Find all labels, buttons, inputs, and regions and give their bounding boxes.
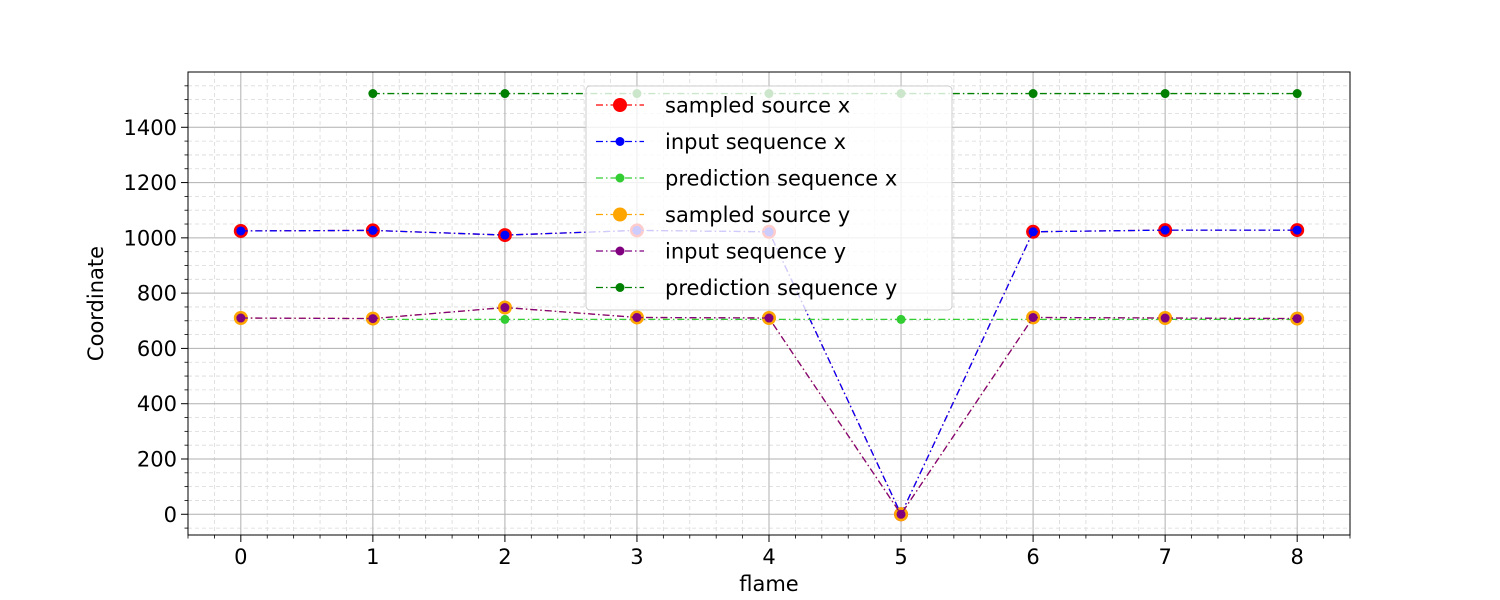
legend-item: sampled source x: [596, 94, 850, 118]
data-point: [500, 89, 510, 99]
data-point: [236, 226, 246, 236]
data-point: [1160, 89, 1170, 99]
legend-label: input sequence y: [665, 240, 846, 264]
data-point: [236, 313, 246, 323]
y-axis-label: Coordinate: [84, 246, 108, 361]
data-point: [500, 303, 510, 313]
y-tick-label: 400: [137, 392, 177, 416]
legend-marker: [615, 246, 625, 256]
data-point: [896, 509, 906, 519]
y-tick-label: 600: [137, 337, 177, 361]
x-tick-label: 1: [366, 545, 379, 569]
data-point: [368, 314, 378, 324]
data-point: [1292, 314, 1302, 324]
legend-label: sampled source y: [665, 203, 850, 227]
legend-item: prediction sequence x: [596, 167, 897, 191]
legend-marker: [613, 207, 627, 222]
y-tick-label: 1000: [124, 226, 177, 250]
legend-marker: [615, 173, 625, 183]
data-point: [1160, 225, 1170, 235]
x-tick-label: 5: [894, 545, 907, 569]
y-tick-label: 1200: [124, 171, 177, 195]
legend-label: prediction sequence y: [665, 276, 897, 300]
x-tick-label: 6: [1026, 545, 1039, 569]
data-point: [500, 314, 510, 324]
data-point: [1028, 312, 1038, 322]
data-point: [1028, 89, 1038, 99]
x-tick-label: 2: [498, 545, 511, 569]
x-tick-label: 3: [630, 545, 643, 569]
y-tick-label: 0: [164, 503, 177, 527]
data-point: [1292, 89, 1302, 99]
y-tick-label: 200: [137, 447, 177, 471]
legend-label: input sequence x: [665, 130, 846, 154]
legend-label: prediction sequence x: [665, 167, 897, 191]
legend-item: input sequence x: [596, 130, 846, 154]
x-tick-label: 8: [1290, 545, 1303, 569]
y-tick-label: 800: [137, 282, 177, 306]
x-tick-label: 4: [762, 545, 775, 569]
data-point: [500, 230, 510, 240]
legend: sampled source x input sequence x predicti…: [585, 85, 953, 311]
legend-marker: [615, 283, 625, 292]
data-point: [896, 314, 906, 324]
data-point: [764, 313, 774, 323]
legend-item: prediction sequence y: [596, 276, 897, 300]
series-line: [240, 306, 1298, 516]
ticks-layer: 0 1 2 3 4 5 6 7 8 0 200 400 600 800 1000 1200 1400: [124, 85, 1351, 569]
x-tick-label: 7: [1158, 545, 1171, 569]
y-tick-label: 1400: [124, 116, 177, 140]
x-axis-label: flame: [739, 572, 798, 596]
legend-box: [585, 85, 953, 311]
legend-label: sampled source x: [665, 94, 850, 118]
data-point: [368, 225, 378, 235]
legend-marker: [615, 137, 625, 146]
data-point: [1292, 225, 1302, 235]
legend-item: sampled source y: [596, 203, 850, 227]
data-point: [632, 312, 642, 322]
data-point: [368, 89, 378, 99]
legend-marker: [613, 98, 627, 112]
series-input-sequence-y: [236, 303, 1302, 519]
x-tick-label: 0: [234, 545, 247, 569]
data-point: [1028, 227, 1038, 237]
data-point: [1160, 313, 1170, 323]
legend-item: input sequence y: [596, 240, 846, 264]
